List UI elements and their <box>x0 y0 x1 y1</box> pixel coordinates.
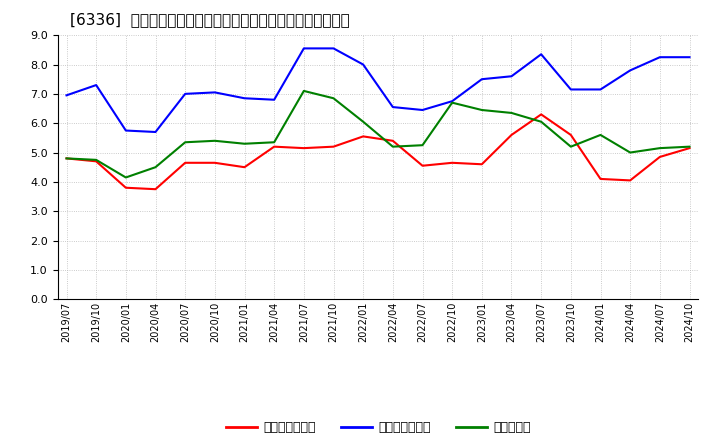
Line: 売上債権回転率: 売上債権回転率 <box>66 114 690 189</box>
在庫回転率 <box>240 141 249 147</box>
在庫回転率 <box>389 144 397 149</box>
売上債権回転率 <box>389 138 397 143</box>
買入債務回転率 <box>507 73 516 79</box>
買入債務回転率 <box>626 68 634 73</box>
Text: [6336]  売上債権回転率、買入債務回転率、在庫回転率の推移: [6336] 売上債権回転率、買入債務回転率、在庫回転率の推移 <box>71 12 350 27</box>
Line: 在庫回転率: 在庫回転率 <box>66 91 690 177</box>
売上債権回転率 <box>418 163 427 169</box>
買入債務回転率 <box>210 90 219 95</box>
売上債権回転率 <box>448 160 456 165</box>
売上債権回転率 <box>181 160 189 165</box>
在庫回転率 <box>448 100 456 105</box>
売上債権回転率 <box>507 132 516 138</box>
買入債務回転率 <box>448 99 456 104</box>
在庫回転率 <box>626 150 634 155</box>
売上債権回転率 <box>210 160 219 165</box>
買入債務回転率 <box>655 55 664 60</box>
買入債務回転率 <box>359 62 367 67</box>
買入債務回転率 <box>418 107 427 113</box>
買入債務回転率 <box>122 128 130 133</box>
在庫回転率 <box>567 144 575 149</box>
在庫回転率 <box>181 139 189 145</box>
買入債務回転率 <box>567 87 575 92</box>
売上債権回転率 <box>151 187 160 192</box>
買入債務回転率 <box>537 51 546 57</box>
在庫回転率 <box>92 157 101 162</box>
売上債権回転率 <box>270 144 279 149</box>
在庫回転率 <box>655 146 664 151</box>
売上債権回転率 <box>300 146 308 151</box>
売上債権回転率 <box>240 165 249 170</box>
買入債務回転率 <box>596 87 605 92</box>
売上債権回転率 <box>626 178 634 183</box>
買入債務回転率 <box>92 82 101 88</box>
売上債権回転率 <box>596 176 605 182</box>
売上債権回転率 <box>359 134 367 139</box>
在庫回転率 <box>62 156 71 161</box>
買入債務回転率 <box>389 104 397 110</box>
在庫回転率 <box>685 144 694 149</box>
売上債権回転率 <box>92 159 101 164</box>
売上債権回転率 <box>537 112 546 117</box>
在庫回転率 <box>477 107 486 113</box>
売上債権回転率 <box>685 146 694 151</box>
在庫回転率 <box>300 88 308 94</box>
在庫回転率 <box>151 165 160 170</box>
売上債権回転率 <box>62 156 71 161</box>
買入債務回転率 <box>300 46 308 51</box>
在庫回転率 <box>359 119 367 125</box>
在庫回転率 <box>596 132 605 138</box>
在庫回転率 <box>210 138 219 143</box>
在庫回転率 <box>418 143 427 148</box>
Legend: 売上債権回転率, 買入債務回転率, 在庫回転率: 売上債権回転率, 買入債務回転率, 在庫回転率 <box>220 416 536 439</box>
売上債権回転率 <box>655 154 664 160</box>
買入債務回転率 <box>62 93 71 98</box>
在庫回転率 <box>270 139 279 145</box>
売上債権回転率 <box>477 161 486 167</box>
買入債務回転率 <box>240 95 249 101</box>
売上債権回転率 <box>567 132 575 138</box>
在庫回転率 <box>329 95 338 101</box>
買入債務回転率 <box>329 46 338 51</box>
在庫回転率 <box>507 110 516 116</box>
買入債務回転率 <box>477 77 486 82</box>
売上債権回転率 <box>329 144 338 149</box>
在庫回転率 <box>122 175 130 180</box>
買入債務回転率 <box>181 91 189 96</box>
Line: 買入債務回転率: 買入債務回転率 <box>66 48 690 132</box>
買入債務回転率 <box>151 129 160 135</box>
買入債務回転率 <box>270 97 279 103</box>
買入債務回転率 <box>685 55 694 60</box>
売上債権回転率 <box>122 185 130 191</box>
在庫回転率 <box>537 119 546 125</box>
